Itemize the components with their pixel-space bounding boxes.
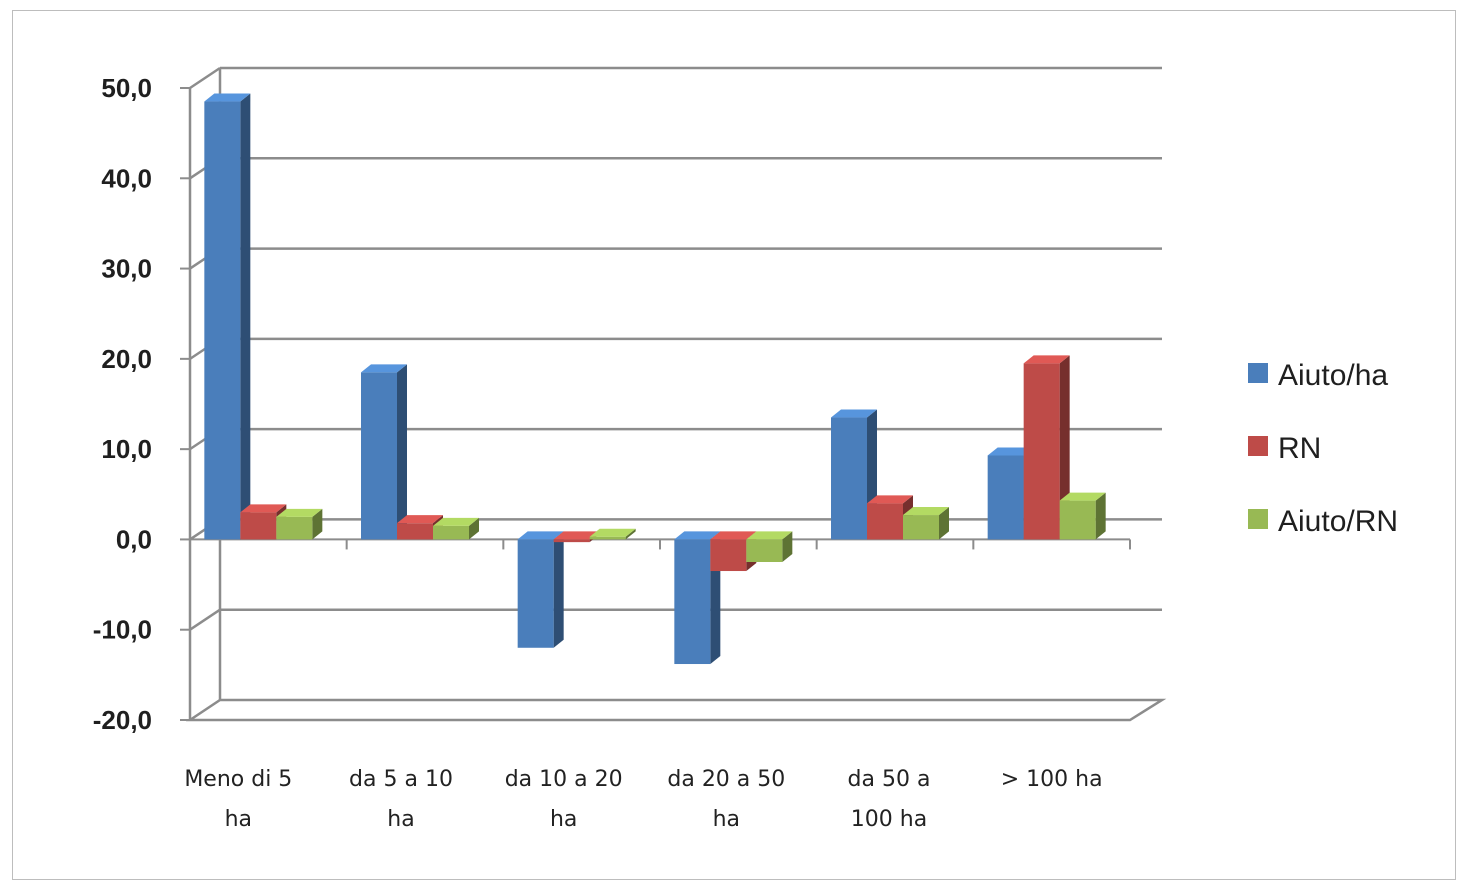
bar-side [939, 507, 949, 540]
y-tick-label: 20,0 [101, 344, 152, 374]
x-category-label: da 5 a 10 [349, 767, 453, 792]
bar-front [987, 455, 1024, 540]
x-category-label: Meno di 5 [184, 767, 292, 792]
bar-side [1095, 492, 1106, 540]
bar-top [589, 528, 636, 537]
bar [204, 93, 251, 540]
legend-label: RN [1278, 432, 1321, 465]
bar-top [553, 531, 600, 540]
x-category-label: 100 ha [851, 807, 927, 832]
bar [276, 508, 323, 540]
x-category-label: ha [713, 807, 740, 832]
bar-front [1023, 363, 1060, 540]
bar-side [782, 531, 793, 562]
bar [1059, 492, 1106, 540]
y-tick-label: 30,0 [101, 254, 152, 284]
bar-top [276, 508, 323, 517]
bar-front [240, 512, 277, 540]
bar-top [517, 531, 564, 540]
x-category-label: ha [225, 807, 252, 832]
y-tick-label: 10,0 [101, 434, 152, 464]
bar [361, 364, 407, 540]
bar [831, 409, 877, 540]
x-category-label: > 100 ha [1001, 767, 1103, 792]
bar [517, 531, 564, 648]
bar-top [987, 447, 1034, 456]
bar-front [361, 372, 397, 540]
bar-front [204, 101, 241, 540]
x-category-label: da 20 a 50 [667, 767, 785, 792]
x-category-label: da 50 a [848, 767, 931, 792]
x-category-label: ha [550, 807, 577, 832]
bar-front [589, 536, 626, 540]
bar-top [397, 515, 443, 524]
bar-front [903, 515, 939, 540]
bar-front [553, 539, 590, 543]
chart-frame [12, 10, 1456, 880]
bar-top [867, 495, 913, 504]
bar-front [517, 539, 554, 648]
legend-label: Aiuto/ha [1278, 359, 1388, 392]
bar-front [746, 539, 783, 562]
bar-top [710, 531, 757, 540]
y-tick-label: 50,0 [101, 73, 152, 103]
legend-label: Aiuto/RN [1278, 505, 1398, 538]
y-tick-label: 40,0 [101, 163, 152, 193]
bar-front [867, 503, 903, 540]
bar-front [276, 516, 313, 540]
y-axis-tick-labels: 50,0 40,0 30,0 20,0 10,0 0,0 -10,0 -20,0 [93, 73, 152, 735]
bar-top [1059, 492, 1106, 501]
x-axis-category-labels: Meno di 5 ha da 5 a 10 ha da 10 a 20 ha da 20 … [184, 767, 1102, 832]
y-tick-label: 0,0 [116, 524, 152, 554]
bar-front [710, 539, 747, 572]
bar-front [831, 417, 867, 540]
legend: Aiuto/ha RN Aiuto/RN [1248, 359, 1398, 538]
bar-side [240, 93, 251, 540]
bar [867, 495, 913, 540]
bars [204, 93, 1106, 665]
bar [433, 517, 479, 540]
bar-top [746, 531, 793, 540]
bar-top [240, 504, 287, 513]
bar-top [361, 364, 407, 373]
legend-swatch [1248, 363, 1268, 383]
bar-side [469, 517, 479, 540]
bar-top [1023, 355, 1070, 364]
y-tick-label: -10,0 [93, 615, 152, 645]
bar [589, 528, 636, 540]
bar-side [312, 508, 323, 540]
bar-top [903, 507, 949, 516]
bar-side [625, 528, 636, 540]
bar [903, 507, 949, 540]
floor [185, 698, 1167, 722]
bar-side [1059, 355, 1070, 540]
bar-side [397, 364, 407, 540]
bar-front [433, 525, 469, 540]
gridlines [180, 66, 1162, 721]
bar-side [553, 531, 564, 648]
gridline-diagonal [189, 608, 221, 631]
bar-front [397, 523, 433, 540]
bar-front [1059, 500, 1096, 540]
bar-front [674, 539, 711, 665]
legend-swatch [1248, 509, 1268, 529]
bar-top [433, 517, 479, 526]
bar [746, 531, 793, 562]
bar-top [674, 531, 721, 540]
y-tick-label: -20,0 [93, 705, 152, 735]
bar [1023, 355, 1070, 540]
x-category-label: ha [387, 807, 414, 832]
bar-top [204, 93, 251, 102]
x-category-label: da 10 a 20 [505, 767, 623, 792]
legend-swatch [1248, 436, 1268, 456]
gridline-diagonal [189, 66, 221, 90]
bar-top [831, 409, 877, 418]
